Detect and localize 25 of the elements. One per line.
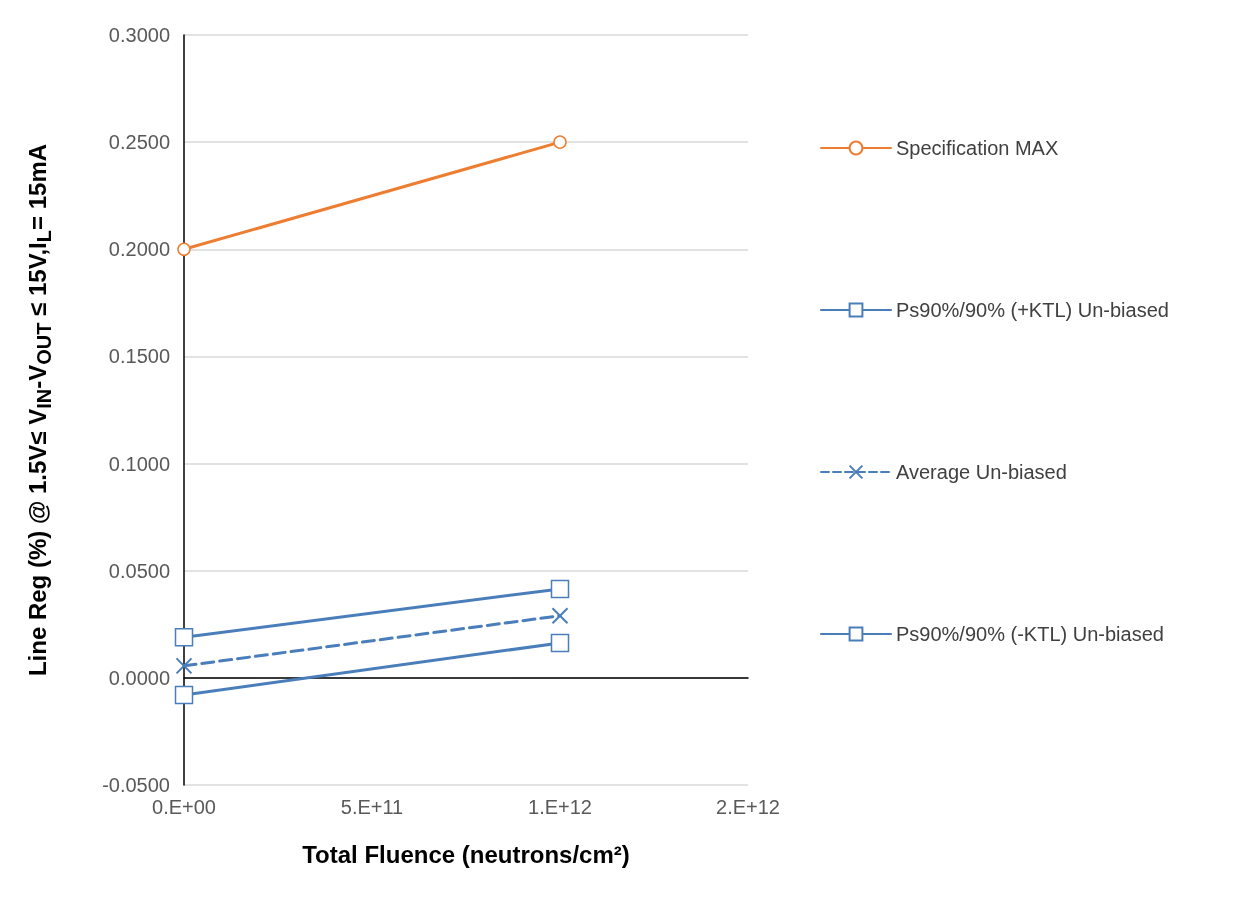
point bbox=[174, 627, 194, 647]
y-tick-label: 0.1500 bbox=[108, 345, 170, 368]
y-tick-label: 0.0500 bbox=[108, 559, 170, 582]
x-axis-title: Total Fluence (neutrons/cm²) bbox=[302, 841, 630, 869]
x-tick-label: 1.E+12 bbox=[528, 796, 592, 818]
point bbox=[174, 685, 194, 705]
y-tick-label: 0.2000 bbox=[108, 238, 170, 261]
legend-label: Ps90%/90% (-KTL) Un-biased bbox=[896, 623, 1164, 645]
point bbox=[177, 242, 191, 257]
legend-label: Specification MAX bbox=[896, 137, 1059, 159]
point bbox=[550, 579, 570, 599]
y-tick-label: -0.0500 bbox=[102, 774, 170, 796]
y-tick-label: 0.2500 bbox=[108, 131, 170, 154]
point bbox=[553, 135, 567, 149]
point bbox=[175, 657, 193, 675]
x-tick-label: 0.E+00 bbox=[152, 796, 216, 818]
legend-label: Average Un-biased bbox=[896, 461, 1067, 483]
x-tick-label: 2.E+12 bbox=[716, 796, 780, 818]
y-tick-label: 0.0000 bbox=[108, 666, 170, 689]
y-tick-label: 0.1000 bbox=[108, 452, 170, 475]
point bbox=[550, 633, 570, 653]
point bbox=[551, 607, 569, 625]
y-tick-label: 0.3000 bbox=[108, 24, 170, 46]
legend-label: Ps90%/90% (+KTL) Un-biased bbox=[896, 299, 1169, 321]
x-tick-label: 5.E+11 bbox=[340, 796, 404, 818]
